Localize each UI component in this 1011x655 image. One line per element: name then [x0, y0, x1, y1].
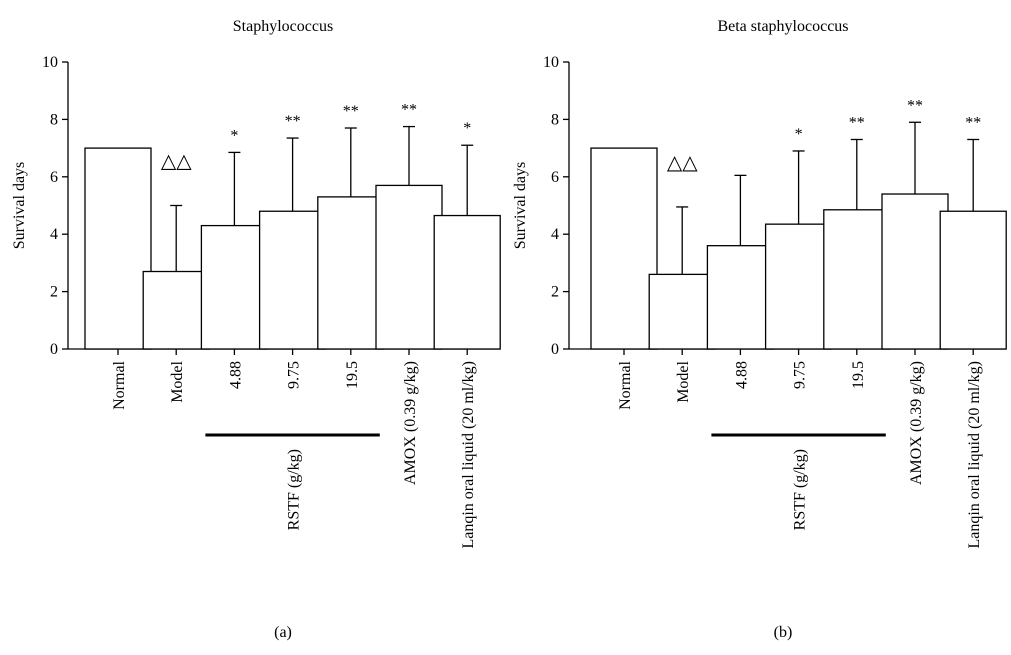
- y-tick-label: 4: [50, 226, 58, 243]
- category-label: Normal: [111, 360, 128, 409]
- category-label: AMOX (0.39 g/kg): [402, 361, 419, 485]
- significance-star-marker: *: [795, 126, 803, 143]
- category-label: 19.5: [850, 361, 867, 389]
- y-tick-label: 2: [50, 284, 58, 301]
- category-label: 4.88: [227, 361, 244, 389]
- panel-label: (b): [774, 624, 793, 641]
- y-tick-label: 2: [551, 284, 559, 301]
- significance-star-marker: **: [343, 103, 359, 120]
- significance-star-marker: *: [230, 127, 238, 144]
- bar: [706, 245, 775, 350]
- category-label: 9.75: [792, 361, 809, 389]
- bar: [648, 273, 716, 350]
- bar: [433, 214, 501, 350]
- category-label: 9.75: [286, 361, 303, 389]
- category-label: Model: [169, 360, 186, 402]
- chart-title: Beta staphylococcus: [717, 18, 848, 35]
- y-tick-label: 8: [551, 111, 559, 128]
- panel-label: (a): [274, 624, 292, 641]
- y-tick-label: 0: [551, 341, 559, 358]
- bar: [200, 224, 269, 350]
- bar: [590, 147, 658, 350]
- group-label: RSTF (g/kg): [286, 449, 303, 530]
- category-label: Normal: [617, 360, 634, 409]
- category-label: AMOX (0.39 g/kg): [908, 361, 925, 485]
- category-label: Model: [675, 360, 692, 402]
- significance-star-marker: **: [285, 113, 301, 130]
- y-tick-label: 0: [50, 341, 58, 358]
- y-tick-label: 10: [543, 54, 559, 71]
- significance-star-marker: **: [965, 114, 981, 131]
- panel-b: Beta staphylococcus 0 2 4 6 8 10 Survival days N…: [512, 18, 1007, 641]
- y-tick-label: 4: [551, 226, 559, 243]
- bar: [939, 210, 1007, 350]
- group-label: RSTF (g/kg): [792, 449, 809, 530]
- category-label: 4.88: [733, 361, 750, 389]
- bar: [823, 209, 891, 350]
- significance-star-marker: *: [463, 120, 471, 137]
- y-tick-label: 6: [551, 169, 559, 186]
- bar: [764, 223, 833, 350]
- bar: [375, 184, 443, 350]
- y-axis-label: Survival days: [11, 162, 28, 250]
- significance-triangle-marker: △△: [667, 152, 698, 174]
- bar: [142, 270, 210, 350]
- y-tick-label: 6: [50, 169, 58, 186]
- significance-star-marker: **: [907, 97, 923, 114]
- y-axis-label: Survival days: [512, 162, 529, 250]
- y-tick-label: 10: [42, 54, 58, 71]
- chart-title: Staphylococcus: [233, 18, 333, 35]
- category-label: Lanqin oral liquid (20 ml/kg): [460, 361, 477, 549]
- bar: [881, 193, 949, 350]
- y-tick-label: 8: [50, 111, 58, 128]
- significance-star-marker: **: [401, 102, 417, 119]
- significance-star-marker: **: [849, 114, 865, 131]
- bar: [258, 210, 327, 350]
- category-label: Lanqin oral liquid (20 ml/kg): [966, 361, 983, 549]
- bar: [84, 147, 152, 350]
- category-label: 19.5: [344, 361, 361, 389]
- panel-a: Staphylococcus 0 2 4 6 8 10 Survival days Normal…: [11, 18, 501, 641]
- significance-triangle-marker: △△: [161, 151, 192, 173]
- bar: [317, 196, 385, 350]
